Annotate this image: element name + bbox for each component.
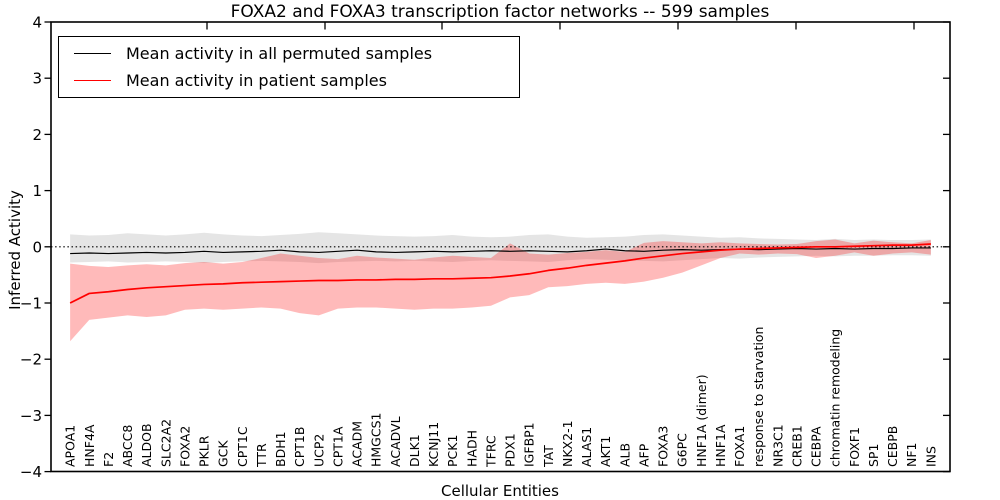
x-tick-label: FOXA2 [177, 426, 192, 467]
legend-item-patient: Mean activity in patient samples [74, 71, 519, 90]
x-tick-label: CPT1B [292, 427, 307, 467]
x-tick-label: CEBPA [809, 426, 824, 467]
x-tick-label: HNF1A (dimer) [694, 374, 709, 467]
x-tick-label: HADH [464, 430, 479, 467]
x-tick-label: NKX2-1 [560, 420, 575, 467]
legend-item-permuted: Mean activity in all permuted samples [74, 44, 519, 63]
patient-band [70, 239, 931, 342]
y-tick-label: 1 [32, 182, 42, 200]
y-tick-label: 0 [32, 238, 42, 256]
x-tick-label: UCP2 [311, 434, 326, 467]
x-tick-label: ALDOB [139, 423, 154, 467]
y-tick-label: −2 [20, 351, 42, 369]
permuted-band [70, 232, 931, 264]
x-tick-label: AKT1 [598, 436, 613, 467]
x-tick-label: PDX1 [503, 433, 518, 467]
x-tick-label: FOXA1 [732, 426, 747, 467]
x-tick-label: IGFBP1 [522, 422, 537, 467]
x-tick-label: ACADM [350, 421, 365, 467]
chart-title: FOXA2 and FOXA3 transcription factor net… [230, 2, 770, 22]
y-axis-label: Inferred Activity [6, 190, 24, 310]
x-tick-label: FOXF1 [847, 427, 862, 467]
x-tick-label: ALB [617, 443, 632, 467]
x-tick-label: HNF4A [82, 424, 97, 467]
x-tick-label: TTR [254, 443, 269, 468]
y-tick-label: 4 [32, 14, 42, 32]
x-tick-label: response to starvation [751, 327, 766, 468]
axes-frame [50, 21, 951, 473]
x-tick-label: ABCC8 [120, 425, 135, 467]
x-tick-label: BDH1 [273, 431, 288, 467]
x-tick-label: INS [923, 446, 938, 467]
x-tick-label: DLK1 [407, 434, 422, 467]
x-tick-label: PKLR [197, 435, 212, 467]
x-tick-label: SP1 [866, 444, 881, 467]
y-tick-label: 3 [32, 70, 42, 88]
x-tick-label: HMGCS1 [369, 413, 384, 468]
y-tick-label: −4 [20, 463, 42, 481]
x-tick-label: APOA1 [63, 425, 78, 467]
x-tick-label: FOXA3 [656, 426, 671, 467]
permuted-mean-line [70, 247, 931, 255]
legend-line-sample-patient [74, 79, 111, 81]
x-tick-label: G6PC [675, 433, 690, 467]
y-tick-label: −3 [20, 407, 42, 425]
x-tick-label: HNF1A [713, 424, 728, 467]
x-tick-label: GCK [216, 440, 231, 467]
x-tick-label: ALAS1 [579, 427, 594, 467]
x-tick-label: CEBPB [885, 426, 900, 467]
legend-label-patient: Mean activity in patient samples [126, 70, 387, 90]
x-tick-label: CREB1 [789, 425, 804, 467]
x-tick-label: TAT [541, 445, 556, 468]
x-tick-label: NF1 [904, 443, 919, 468]
x-tick-label: chromatin remodeling [828, 329, 843, 467]
x-tick-label: ACADVL [388, 416, 403, 467]
x-tick-label: TFRC [483, 435, 498, 468]
x-tick-label: SLC2A2 [158, 419, 173, 467]
y-tick-label: −1 [20, 295, 42, 313]
y-tick-label: 2 [32, 126, 42, 144]
patient-mean-line [69, 243, 931, 304]
x-tick-label: CPT1A [330, 426, 345, 467]
legend-label-permuted: Mean activity in all permuted samples [126, 44, 433, 64]
x-tick-label: CPT1C [235, 426, 250, 467]
x-tick-label: F2 [101, 452, 116, 467]
x-tick-label: AFP [636, 443, 651, 467]
x-tick-label: NR3C1 [770, 424, 785, 467]
x-axis-label: Cellular Entities [441, 482, 559, 500]
x-tick-label: PCK1 [445, 435, 460, 467]
legend: Mean activity in all permuted samples Me… [58, 36, 520, 98]
legend-line-sample-permuted [74, 53, 111, 55]
x-tick-label: KCNJ11 [426, 422, 441, 467]
